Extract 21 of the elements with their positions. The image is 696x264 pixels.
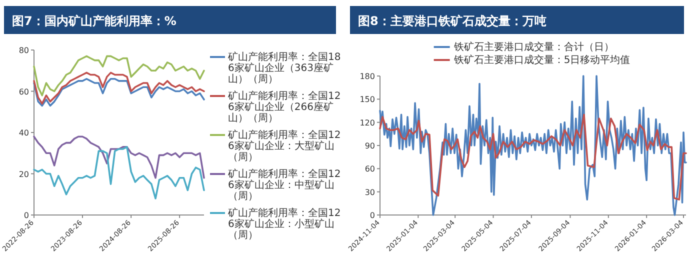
- y-tick-label: 60: [18, 87, 29, 96]
- legend-label: 矿山产能利用率：全国126家矿山企业（266座矿山）（周）: [227, 90, 341, 124]
- y-tick-label: 0: [370, 211, 375, 220]
- legend-label: 矿山产能利用率：全国126家矿山企业：小型矿山（周）: [227, 207, 341, 241]
- legend-label: 矿山产能利用率：全国126家矿山企业：大型矿山（周）: [227, 129, 341, 163]
- y-tick-label: 180: [360, 72, 375, 81]
- y-tick-label: 30: [364, 188, 375, 197]
- y-tick-label: 0: [24, 211, 29, 220]
- y-tick-label: 60: [364, 164, 375, 174]
- y-tick-label: 150: [360, 95, 375, 104]
- y-tick-label: 80: [18, 46, 29, 55]
- chart-title: 图7：国内矿山产能利用率：%: [12, 14, 176, 28]
- y-tick-label: 90: [364, 142, 375, 150]
- chart-title: 图8：主要港口铁矿石成交量：万吨: [358, 14, 546, 28]
- y-tick-label: 40: [18, 128, 29, 138]
- y-tick-label: 20: [18, 170, 29, 179]
- legend-label: 矿山产能利用率：全国126家矿山企业：中型矿山（周）: [227, 168, 341, 202]
- legend-label: 矿山产能利用率：全国186家矿山企业（363座矿山）（周）: [227, 51, 341, 85]
- legend-label: 铁矿石主要港口成交量：5日移动平均值: [452, 54, 630, 66]
- legend-label: 铁矿石主要港口成交量：合计（日）: [452, 41, 614, 53]
- y-tick-label: 120: [360, 118, 375, 128]
